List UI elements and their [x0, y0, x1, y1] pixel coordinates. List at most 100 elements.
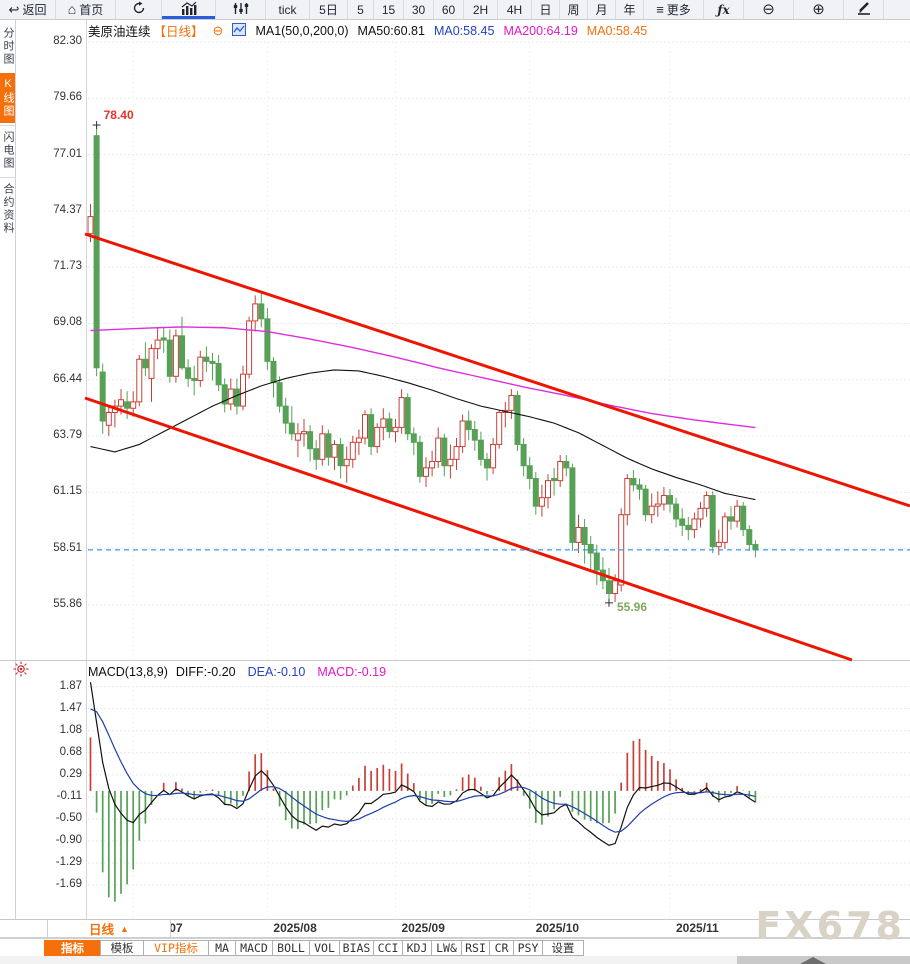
- tab-cci[interactable]: CCI: [373, 940, 403, 956]
- period-week[interactable]: 周: [560, 0, 588, 19]
- macd-macd-value: MACD:-0.19: [317, 665, 387, 679]
- tab-row-spacer: [0, 939, 45, 957]
- macd-histogram: [89, 737, 757, 902]
- x-axis-label: 2025/08: [273, 921, 317, 935]
- tab-indicator[interactable]: 指标: [44, 940, 101, 956]
- collapse-icon[interactable]: ⊖: [212, 22, 224, 38]
- period-dropdown[interactable]: 日线 ▲: [47, 920, 171, 937]
- y-axis-label: 55.86: [53, 597, 82, 610]
- toolbar-item-label: 15: [381, 2, 396, 17]
- sidebar-item-kline-chart[interactable]: K线图: [0, 73, 15, 123]
- toolbar-item-label: 首页: [79, 3, 104, 17]
- period-30m[interactable]: 30: [404, 0, 434, 19]
- high-price-annotation: 78.40: [103, 108, 134, 123]
- more-button[interactable]: ≡ 更多: [644, 0, 704, 19]
- tab-psy[interactable]: PSY: [513, 940, 543, 956]
- toolbar-item-label: 更多: [666, 3, 691, 17]
- candles: [87, 125, 759, 603]
- tab-boll[interactable]: BOLL: [272, 940, 310, 956]
- tab-macd[interactable]: MACD: [235, 940, 273, 956]
- toolbar-item-label: 月: [595, 3, 608, 17]
- expand-panel-arrow-icon[interactable]: [800, 957, 826, 964]
- left-sidebar: 分时图 K线图闪电图合约资料: [0, 20, 16, 920]
- tab-vol[interactable]: VOL: [309, 940, 340, 956]
- y-axis-label: 1.08: [59, 723, 82, 736]
- y-axis-label: 82.30: [53, 35, 82, 47]
- zoom-in-icon: ⊕: [812, 0, 825, 18]
- macd-panel-target-icon[interactable]: [13, 661, 29, 682]
- ma200-value: MA200:64.19: [503, 23, 578, 38]
- footer-strip: [0, 956, 910, 964]
- bar-chart-icon: [181, 1, 197, 18]
- home-button[interactable]: ⌂ 首页: [56, 0, 116, 19]
- period-month[interactable]: 月: [588, 0, 616, 19]
- tab-template[interactable]: 模板: [100, 940, 144, 956]
- period-15m[interactable]: 15: [374, 0, 404, 19]
- y-axis-label: 71.73: [53, 260, 82, 273]
- refresh-icon: [132, 1, 146, 18]
- low-price-annotation: 55.96: [617, 599, 648, 614]
- toolbar-item-label: 30: [411, 2, 426, 17]
- period-5d[interactable]: 5日: [310, 0, 348, 19]
- back-button[interactable]: ↩ 返回: [0, 0, 56, 19]
- period-60m[interactable]: 60: [434, 0, 464, 19]
- tab-vip-indicator[interactable]: VIP指标: [143, 940, 209, 956]
- toolbar-item-label: tick: [278, 2, 297, 17]
- y-axis-label: -0.50: [55, 811, 82, 824]
- y-axis-label: 58.51: [53, 541, 82, 554]
- tab-ma[interactable]: MA: [208, 940, 236, 956]
- x-axis-label: 2025/11: [676, 921, 719, 935]
- sidebar-item-time-chart[interactable]: 分时图: [2, 27, 14, 66]
- macd-diff-value: DIFF:-0.20: [175, 665, 236, 679]
- macd-dea-value: DEA:-0.10: [247, 665, 306, 679]
- macd-header: MACD(13,8,9) DIFF:-0.20 DEA:-0.10 MACD:-…: [88, 665, 386, 679]
- y-axis-label: 63.79: [53, 429, 82, 442]
- top-toolbar: ↩ 返回 ⌂ 首页 tick 5日 5 15 30 60 2H 4H 日周月年 ≡ 更多 ƒx ⊖ ⊕: [0, 0, 910, 20]
- zoom-in-button[interactable]: ⊕: [794, 0, 844, 19]
- period-2h[interactable]: 2H: [464, 0, 498, 19]
- indicator-settings-button[interactable]: [216, 0, 266, 19]
- tab-rsi[interactable]: RSI: [461, 940, 490, 956]
- sidebar-item-contract-info[interactable]: 合约资料: [0, 177, 15, 240]
- chart-type-button[interactable]: [162, 0, 216, 19]
- tab-kdj[interactable]: KDJ: [402, 940, 432, 956]
- period-4h[interactable]: 4H: [498, 0, 532, 19]
- period-dropdown-label: 日线: [89, 923, 115, 937]
- tab-cr[interactable]: CR: [489, 940, 514, 956]
- tab-bias[interactable]: BIAS: [339, 940, 374, 956]
- zoom-out-button[interactable]: ⊖: [744, 0, 794, 19]
- toolbar-item-label: 4H: [506, 2, 523, 17]
- toolbar-item-label: 60: [441, 2, 456, 17]
- ma0-value-orange: MA0:58.45: [586, 23, 648, 38]
- y-axis-label: 0.29: [59, 767, 82, 780]
- sidebar-item-lightning-chart[interactable]: 闪电图: [0, 125, 15, 175]
- y-axis-label: 1.87: [59, 679, 82, 692]
- y-axis-label: -1.29: [55, 856, 82, 869]
- chevron-up-icon: ▲: [120, 923, 129, 934]
- ma50-value: MA50:60.81: [357, 23, 425, 38]
- y-axis-label: 0.68: [59, 745, 82, 758]
- toolbar-item-label: 返回: [22, 3, 47, 17]
- period-5m[interactable]: 5: [348, 0, 374, 19]
- kline-icon: [232, 22, 247, 39]
- tab-settings[interactable]: 设置: [542, 940, 584, 956]
- fx-button[interactable]: ƒx: [704, 0, 744, 19]
- watermark-logo: FX678: [755, 904, 905, 948]
- ma0-value-blue: MA0:58.45: [433, 23, 495, 38]
- macd-title: MACD(13,8,9): [88, 665, 168, 679]
- toolbar-item-label: 5: [357, 2, 364, 17]
- draw-button[interactable]: [844, 0, 884, 19]
- y-axis-label: 66.44: [53, 372, 82, 385]
- toolbar-item-label: 日: [539, 3, 552, 17]
- toolbar-item-label: 2H: [472, 2, 489, 17]
- y-axis-label: 77.01: [53, 147, 82, 160]
- refresh-button[interactable]: [116, 0, 162, 19]
- tab-lw[interactable]: LW&: [431, 940, 462, 956]
- x-axis-label: 2025/10: [535, 921, 580, 935]
- x-axis-label: 2025/09: [401, 921, 445, 935]
- period-tick[interactable]: tick: [266, 0, 310, 19]
- period-day[interactable]: 日: [532, 0, 560, 19]
- period-year[interactable]: 年: [616, 0, 644, 19]
